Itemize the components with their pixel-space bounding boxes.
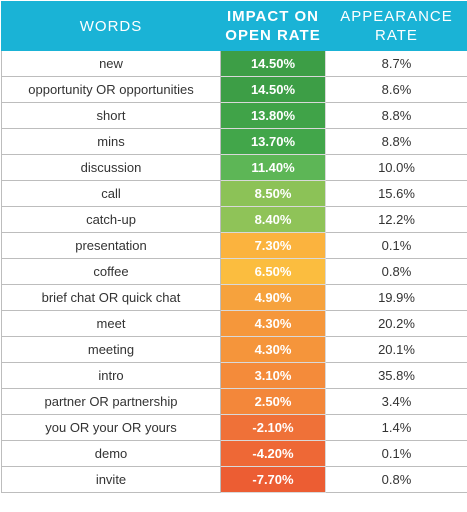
table-row: opportunity OR opportunities 14.50% 8.6%	[1, 76, 467, 103]
table-row: you OR your OR yours -2.10% 1.4%	[1, 414, 467, 441]
impact-cell: -7.70%	[220, 466, 326, 493]
word-cell: intro	[1, 362, 221, 389]
appearance-rate-cell: 8.7%	[325, 50, 467, 77]
words-impact-table-container: WORDS IMPACT ON OPEN RATE APPEARANCE RAT…	[1, 1, 467, 493]
table-row: coffee 6.50% 0.8%	[1, 258, 467, 285]
table-row: catch-up 8.40% 12.2%	[1, 206, 467, 233]
impact-cell: 14.50%	[220, 76, 326, 103]
word-cell: opportunity OR opportunities	[1, 76, 221, 103]
appearance-rate-cell: 35.8%	[325, 362, 467, 389]
impact-cell: 2.50%	[220, 388, 326, 415]
word-cell: brief chat OR quick chat	[1, 284, 221, 311]
appearance-rate-cell: 15.6%	[325, 180, 467, 207]
header-words: WORDS	[1, 1, 221, 51]
table-row: short 13.80% 8.8%	[1, 102, 467, 129]
table-row: invite -7.70% 0.8%	[1, 466, 467, 493]
appearance-rate-cell: 20.1%	[325, 336, 467, 363]
word-cell: discussion	[1, 154, 221, 181]
impact-cell: 7.30%	[220, 232, 326, 259]
table-body: new 14.50% 8.7% opportunity OR opportunitie…	[1, 50, 467, 493]
word-cell: new	[1, 50, 221, 77]
impact-cell: 13.70%	[220, 128, 326, 155]
impact-cell: 11.40%	[220, 154, 326, 181]
impact-cell: 13.80%	[220, 102, 326, 129]
appearance-rate-cell: 8.6%	[325, 76, 467, 103]
table-row: new 14.50% 8.7%	[1, 50, 467, 77]
appearance-rate-cell: 0.1%	[325, 440, 467, 467]
word-cell: catch-up	[1, 206, 221, 233]
appearance-rate-cell: 10.0%	[325, 154, 467, 181]
table-row: call 8.50% 15.6%	[1, 180, 467, 207]
table-row: intro 3.10% 35.8%	[1, 362, 467, 389]
impact-cell: 4.90%	[220, 284, 326, 311]
table-row: mins 13.70% 8.8%	[1, 128, 467, 155]
word-cell: mins	[1, 128, 221, 155]
appearance-rate-cell: 20.2%	[325, 310, 467, 337]
appearance-rate-cell: 19.9%	[325, 284, 467, 311]
table-row: meeting 4.30% 20.1%	[1, 336, 467, 363]
appearance-rate-cell: 8.8%	[325, 102, 467, 129]
table-row: meet 4.30% 20.2%	[1, 310, 467, 337]
appearance-rate-cell: 0.1%	[325, 232, 467, 259]
impact-cell: 6.50%	[220, 258, 326, 285]
impact-cell: -2.10%	[220, 414, 326, 441]
word-cell: invite	[1, 466, 221, 493]
impact-cell: -4.20%	[220, 440, 326, 467]
impact-cell: 3.10%	[220, 362, 326, 389]
header-row: WORDS IMPACT ON OPEN RATE APPEARANCE RAT…	[1, 1, 467, 51]
table-row: demo -4.20% 0.1%	[1, 440, 467, 467]
appearance-rate-cell: 12.2%	[325, 206, 467, 233]
word-cell: presentation	[1, 232, 221, 259]
words-impact-table: WORDS IMPACT ON OPEN RATE APPEARANCE RAT…	[1, 1, 467, 493]
impact-cell: 14.50%	[220, 50, 326, 77]
header-impact-on-open-rate: IMPACT ON OPEN RATE	[220, 1, 326, 51]
appearance-rate-cell: 0.8%	[325, 466, 467, 493]
impact-cell: 4.30%	[220, 310, 326, 337]
appearance-rate-cell: 0.8%	[325, 258, 467, 285]
word-cell: coffee	[1, 258, 221, 285]
table-row: presentation 7.30% 0.1%	[1, 232, 467, 259]
word-cell: you OR your OR yours	[1, 414, 221, 441]
word-cell: meeting	[1, 336, 221, 363]
word-cell: demo	[1, 440, 221, 467]
table-row: brief chat OR quick chat 4.90% 19.9%	[1, 284, 467, 311]
word-cell: short	[1, 102, 221, 129]
word-cell: call	[1, 180, 221, 207]
impact-cell: 8.40%	[220, 206, 326, 233]
impact-cell: 4.30%	[220, 336, 326, 363]
table-row: partner OR partnership 2.50% 3.4%	[1, 388, 467, 415]
appearance-rate-cell: 3.4%	[325, 388, 467, 415]
appearance-rate-cell: 8.8%	[325, 128, 467, 155]
word-cell: partner OR partnership	[1, 388, 221, 415]
impact-cell: 8.50%	[220, 180, 326, 207]
appearance-rate-cell: 1.4%	[325, 414, 467, 441]
word-cell: meet	[1, 310, 221, 337]
header-appearance-rate: APPEARANCE RATE	[325, 1, 467, 51]
table-row: discussion 11.40% 10.0%	[1, 154, 467, 181]
